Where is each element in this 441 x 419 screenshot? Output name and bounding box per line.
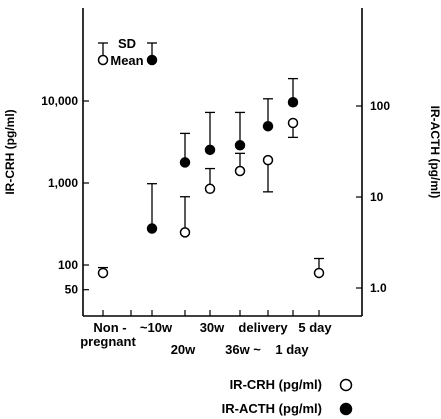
legend: IR-CRH (pg/ml) IR-ACTH (pg/ml) bbox=[222, 377, 353, 416]
crh-mean-point bbox=[313, 267, 325, 279]
acth-mean-point bbox=[179, 157, 191, 168]
crh-mean-point bbox=[179, 227, 191, 238]
x-label: 5 day bbox=[298, 320, 332, 335]
right-tick-label: 10 bbox=[370, 190, 384, 204]
series-acth bbox=[146, 77, 299, 234]
key-point bbox=[146, 54, 158, 66]
x-label: Non - bbox=[93, 320, 126, 335]
left-axis-label: IR-CRH (pg/ml) bbox=[3, 109, 17, 194]
crh-mean-point bbox=[234, 165, 246, 177]
x-label: 1 day bbox=[275, 342, 309, 357]
key-sd-label: SD bbox=[118, 36, 136, 51]
legend-label-crh: IR-CRH (pg/ml) bbox=[230, 377, 322, 392]
legend-label-acth: IR-ACTH (pg/ml) bbox=[222, 401, 322, 416]
x-label: pregnant bbox=[80, 334, 136, 349]
left-tick-label: 10,000 bbox=[41, 94, 78, 108]
right-tick-label: 100 bbox=[370, 99, 390, 113]
key-mean-label: Mean bbox=[110, 53, 143, 68]
x-axis-ticks bbox=[102, 310, 320, 316]
left-axis-ticks: 10,000 1,000 100 50 bbox=[41, 94, 89, 297]
acth-mean-point bbox=[262, 120, 274, 132]
key-point bbox=[97, 54, 109, 66]
series-layer bbox=[97, 77, 325, 279]
x-label: 30w bbox=[200, 320, 225, 335]
left-tick-label: 50 bbox=[65, 283, 79, 297]
crh-mean-point bbox=[204, 183, 216, 195]
crh-mean-point bbox=[97, 267, 109, 279]
left-tick-label: 100 bbox=[58, 258, 78, 272]
crh-mean-point bbox=[262, 154, 274, 166]
right-axis-label: IR-ACTH (pg/ml) bbox=[428, 106, 441, 199]
acth-mean-point bbox=[287, 96, 299, 108]
acth-mean-point bbox=[146, 223, 158, 234]
crh-mean-point bbox=[287, 117, 299, 129]
legend-marker-acth bbox=[339, 402, 353, 416]
x-axis-labels: Non -pregnant ~10w 30w delivery 5 day 20w 36w … bbox=[80, 320, 332, 357]
x-label: delivery bbox=[238, 320, 288, 335]
legend-marker-crh bbox=[339, 378, 353, 392]
left-tick-label: 1,000 bbox=[48, 176, 78, 190]
inset-key: SD Mean bbox=[97, 36, 158, 68]
acth-mean-point bbox=[204, 144, 216, 156]
x-label: ~10w bbox=[140, 320, 173, 335]
right-axis-ticks: 100 10 1.0 bbox=[356, 99, 390, 295]
series-crh bbox=[97, 117, 325, 279]
x-label: 20w bbox=[171, 342, 196, 357]
right-tick-label: 1.0 bbox=[370, 281, 387, 295]
acth-mean-point bbox=[234, 140, 246, 151]
x-label: 36w ~ bbox=[225, 342, 261, 357]
